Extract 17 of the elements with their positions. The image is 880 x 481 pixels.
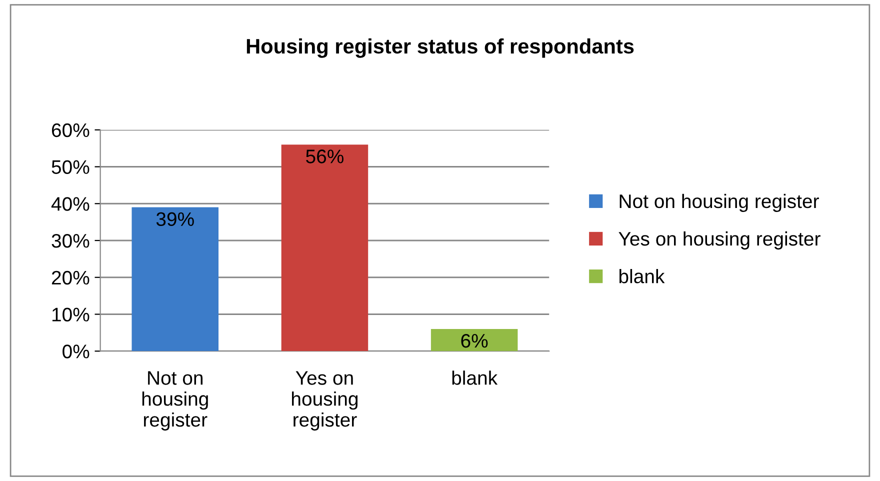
chart-title: Housing register status of respondants bbox=[246, 38, 634, 58]
y-tick-label: 50% bbox=[52, 160, 90, 174]
data-label: 39% bbox=[156, 212, 194, 226]
x-tick-label: Not on housing register bbox=[142, 371, 208, 431]
y-tick-label: 30% bbox=[52, 234, 90, 248]
legend-label: Not on housing register bbox=[620, 194, 819, 212]
legend-label: blank bbox=[619, 269, 665, 284]
legend-label: Yes on housing register bbox=[618, 231, 820, 250]
x-tick-label: Yes on housing register bbox=[292, 371, 358, 431]
y-tick-label: 0% bbox=[62, 344, 90, 358]
y-tick-label: 60% bbox=[52, 123, 90, 138]
x-tick-label: blank bbox=[452, 370, 498, 385]
data-label: 6% bbox=[461, 334, 488, 348]
y-tick-label: 40% bbox=[51, 197, 90, 211]
data-label: 56% bbox=[306, 150, 344, 164]
y-tick-label: 10% bbox=[52, 308, 90, 322]
y-tick-label: 20% bbox=[52, 270, 90, 285]
